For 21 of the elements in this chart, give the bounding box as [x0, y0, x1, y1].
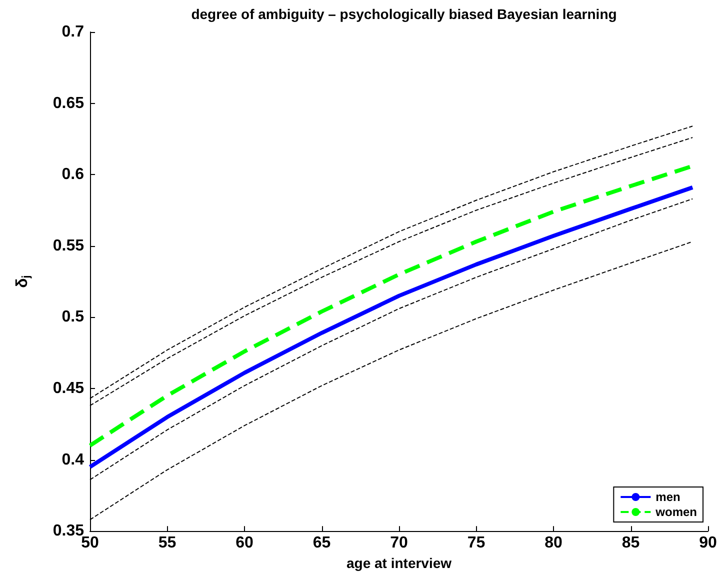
y-axis-title: δj [14, 275, 32, 288]
x-axis-title: age at interview [346, 555, 452, 571]
y-tick-label: 0.5 [62, 308, 84, 326]
x-tick-label: 80 [544, 534, 562, 552]
chart-title: degree of ambiguity – psychologically biased Bayesian learning [191, 6, 617, 22]
y-tick-label: 0.55 [52, 237, 84, 254]
x-tick-label: 75 [467, 534, 486, 552]
y-tick-label: 0.7 [62, 24, 84, 40]
x-tick-label: 70 [390, 534, 408, 552]
x-tick-label: 55 [158, 534, 176, 552]
legend-label: women [654, 505, 698, 519]
x-tick-label: 65 [312, 534, 331, 552]
y-tick-label: 0.4 [62, 451, 84, 468]
x-tick-label: 60 [236, 534, 254, 552]
x-tick-label: 85 [622, 534, 640, 552]
y-tick-label: 0.6 [62, 166, 84, 184]
legend-label: men [656, 490, 680, 504]
y-tick-label: 0.65 [52, 94, 84, 112]
x-tick-label: 50 [81, 534, 99, 552]
x-tick-label: 90 [699, 534, 717, 552]
y-tick-label: 0.45 [52, 380, 84, 397]
